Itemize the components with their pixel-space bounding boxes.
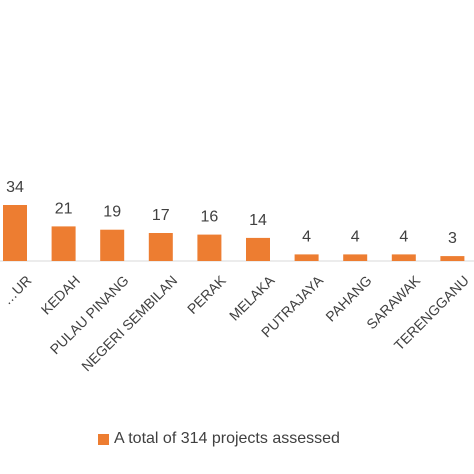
data-label: 16 — [201, 209, 219, 226]
legend-swatch — [98, 433, 109, 445]
data-label: 4 — [302, 228, 311, 245]
data-label: 17 — [152, 207, 170, 224]
data-label: 3 — [448, 230, 457, 247]
data-label: 34 — [6, 179, 24, 196]
category-label: PERAK — [184, 272, 229, 317]
bar — [100, 229, 125, 261]
bar — [51, 226, 76, 261]
legend-label: A total of 314 projects assessed — [114, 430, 340, 447]
bar — [294, 254, 319, 261]
category-label: …UR — [0, 272, 34, 308]
category-label: NEGERI SEMBILAN — [78, 272, 180, 374]
data-label: 4 — [351, 228, 360, 245]
data-label: 14 — [249, 212, 267, 229]
bar — [343, 254, 368, 261]
data-label: 19 — [103, 204, 121, 221]
bar — [391, 254, 416, 261]
legend: A total of 314 projects assessed — [98, 428, 340, 450]
data-label: 4 — [399, 228, 408, 245]
data-label: 21 — [55, 200, 73, 217]
bar — [148, 233, 173, 261]
bar — [246, 237, 270, 261]
bar — [3, 205, 27, 261]
bar — [197, 234, 222, 261]
category-label: KEDAH — [38, 272, 83, 317]
bar — [440, 256, 465, 261]
